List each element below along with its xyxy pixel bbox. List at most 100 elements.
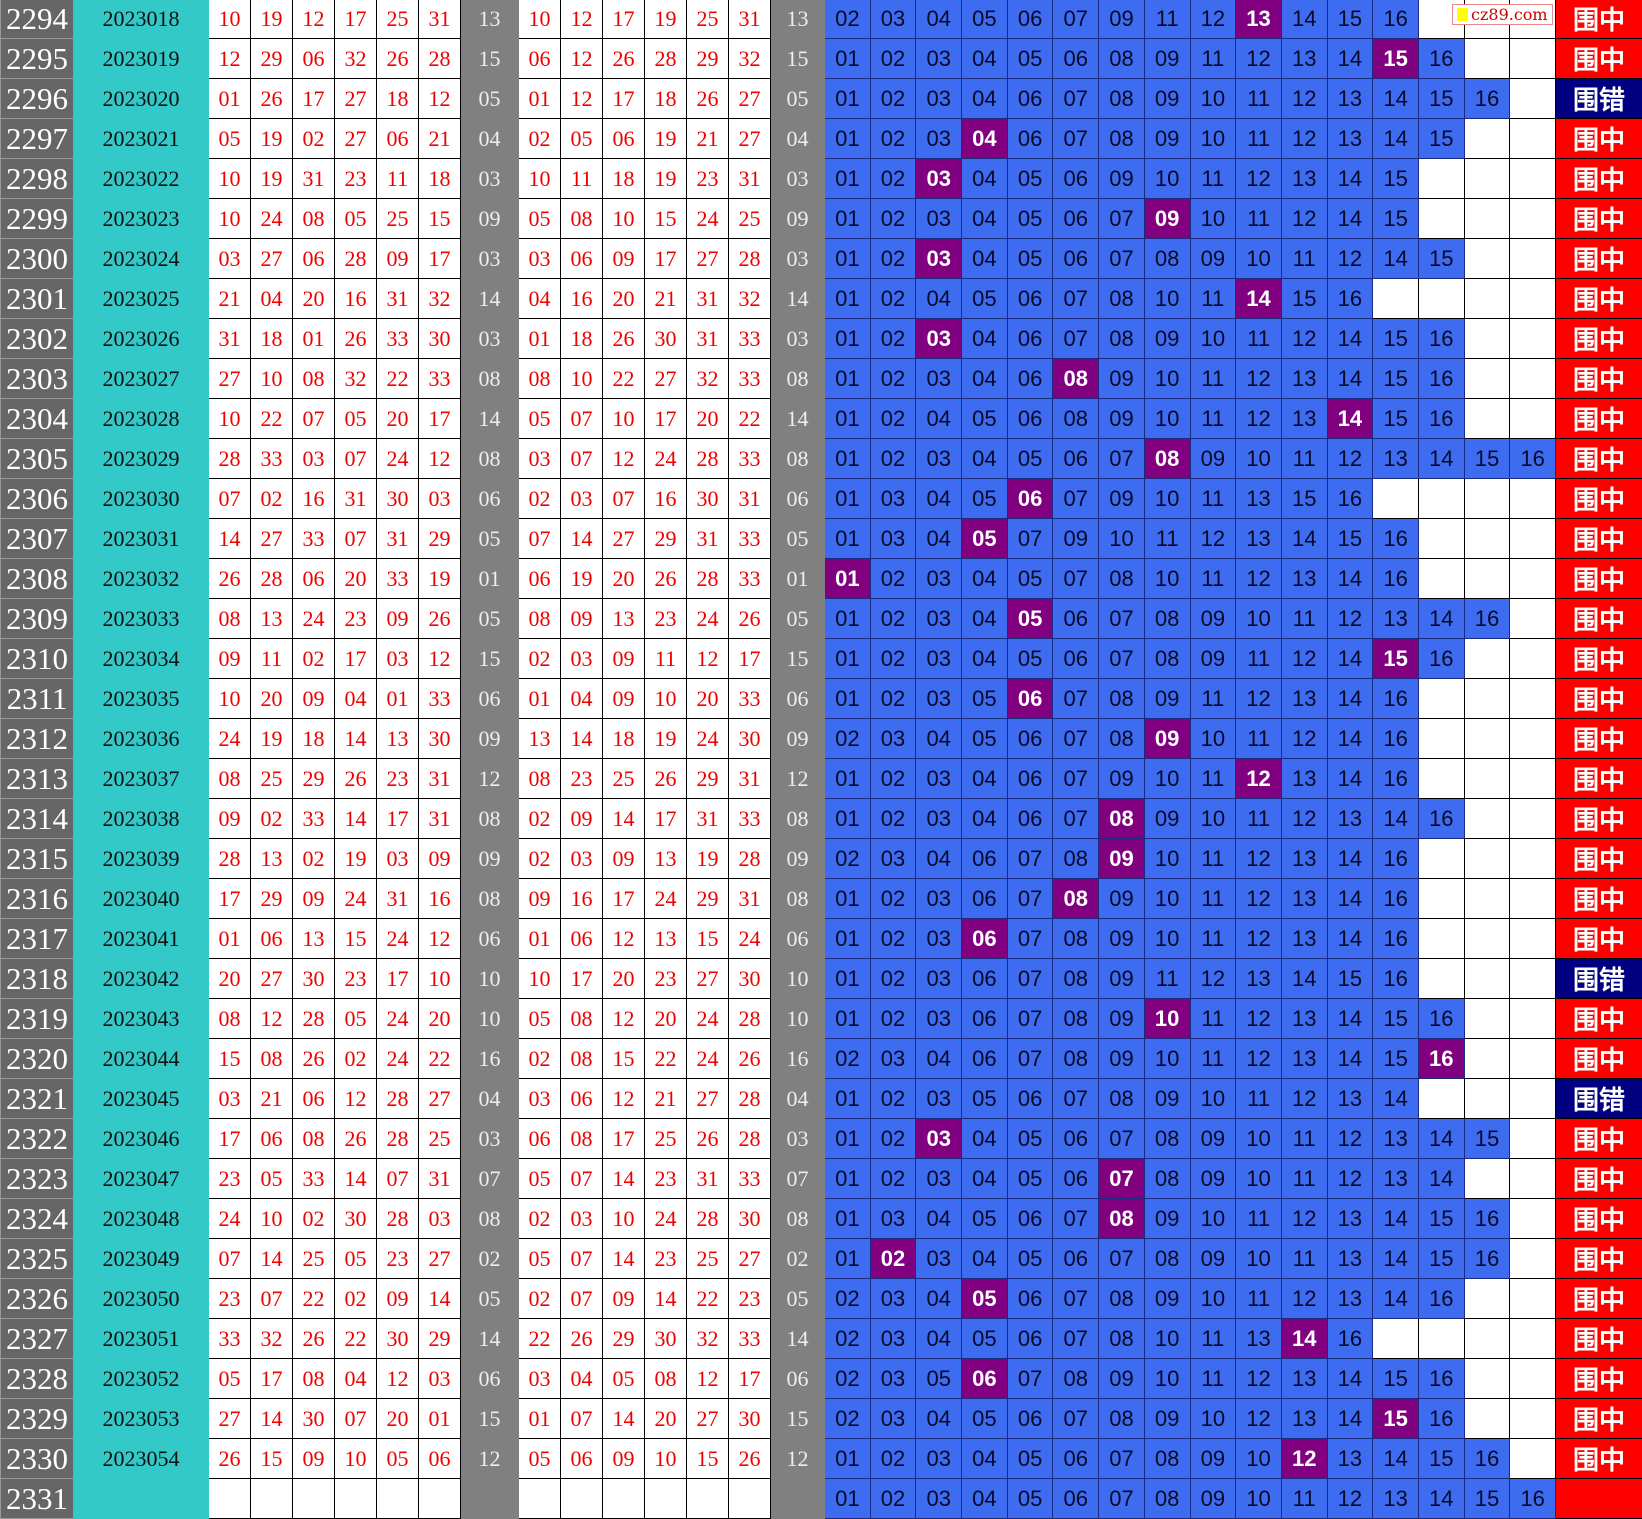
candidate-number: 03: [869, 718, 917, 759]
sorted-number: 23: [644, 598, 687, 639]
candidate-number: 08: [1143, 1438, 1191, 1479]
empty-cell: [1463, 758, 1511, 799]
candidate-number: 06: [1006, 1078, 1054, 1119]
candidate-number: 07: [1098, 238, 1145, 279]
sorted-number: 10: [560, 358, 603, 399]
candidate-number: 07: [1052, 318, 1100, 359]
sorted-number: 19: [644, 0, 687, 39]
candidate-number: 16: [1326, 278, 1374, 319]
empty-cell: [1509, 1118, 1556, 1159]
sorted-number: 17: [728, 1358, 771, 1399]
empty-cell: [1509, 358, 1556, 399]
candidate-number: 14: [1280, 958, 1328, 999]
result-badge: 围中: [1555, 318, 1642, 359]
candidate-number: 08: [1098, 318, 1145, 359]
empty-cell: [1463, 718, 1511, 759]
draw-number: 26: [334, 318, 377, 359]
candidate-number: 10: [1143, 278, 1191, 319]
candidate-number: 13: [1280, 838, 1328, 879]
sorted-number: 08: [518, 758, 561, 799]
candidate-number: 15: [1463, 1118, 1511, 1159]
table-row: 2319 2023043 08 12 28 05 24 20 10 05 08 12 20 24 28 10 0…: [0, 998, 1642, 1039]
candidate-number: 03: [915, 198, 963, 239]
empty-cell: [1463, 38, 1511, 79]
sorted-number: 20: [644, 998, 687, 1039]
candidate-number: 11: [1189, 558, 1237, 599]
sorted-number: 27: [686, 238, 729, 279]
issue-number: 2023049: [73, 1238, 209, 1279]
draw-number: 01: [208, 78, 251, 119]
sorted-number: 06: [518, 1118, 561, 1159]
candidate-number: 14: [1326, 558, 1374, 599]
candidate-number: 06: [1006, 0, 1054, 39]
candidate-number: 08: [1052, 958, 1100, 999]
sorted-number: 02: [518, 1198, 561, 1239]
row-number: 2314: [0, 798, 74, 839]
blue-ball: 05: [460, 78, 519, 119]
result-badge: 围中: [1555, 118, 1642, 159]
sorted-number: 31: [686, 278, 729, 319]
sorted-number: 12: [686, 1358, 729, 1399]
empty-cell: [1463, 838, 1511, 879]
draw-number: 05: [250, 1158, 293, 1199]
candidate-number: 12: [1326, 1158, 1374, 1199]
empty-cell: [1509, 278, 1556, 319]
draw-number: 24: [376, 438, 419, 479]
row-number: 2330: [0, 1438, 74, 1479]
row-number: 2326: [0, 1278, 74, 1319]
candidate-number: 13: [1280, 158, 1328, 199]
sorted-number: 25: [686, 1238, 729, 1279]
candidate-number: 13: [1326, 1238, 1374, 1279]
sorted-number: 09: [560, 798, 603, 839]
blue-ball: 05: [460, 518, 519, 559]
table-row: 2321 2023045 03 21 06 12 28 27 04 03 06 12 21 27 28 04 0…: [0, 1078, 1642, 1119]
sorted-number: 10: [518, 158, 561, 199]
candidate-number: 12: [1189, 518, 1237, 559]
candidate-number: 10: [1235, 598, 1282, 639]
blue-ball-repeat: 08: [770, 1198, 825, 1239]
result-badge: 围中: [1555, 518, 1642, 559]
candidate-number: 05: [961, 1078, 1008, 1119]
candidate-number: 04: [961, 358, 1008, 399]
sorted-number: 30: [728, 958, 771, 999]
row-number: 2313: [0, 758, 74, 799]
candidate-number: 07: [1098, 1478, 1145, 1519]
draw-number: 05: [334, 998, 377, 1039]
result-badge: 围中: [1555, 398, 1642, 439]
draw-number: 10: [208, 158, 251, 199]
draw-number: 30: [292, 958, 335, 999]
candidate-number: 12: [1326, 438, 1374, 479]
draw-number: 32: [334, 358, 377, 399]
draw-number: 10: [334, 1438, 377, 1479]
draw-number: 12: [376, 1358, 419, 1399]
empty-cell: [1417, 678, 1465, 719]
candidate-number: 10: [1189, 118, 1237, 159]
sorted-number: 01: [518, 318, 561, 359]
candidate-number: 10: [1189, 78, 1237, 119]
blue-ball: 14: [460, 398, 519, 439]
candidate-number: 01: [824, 958, 871, 999]
candidate-number: 04: [961, 598, 1008, 639]
draw-number: 04: [250, 278, 293, 319]
result-badge: 围中: [1555, 1038, 1642, 1079]
candidate-number: 09: [1098, 398, 1145, 439]
candidate-number: 09: [1143, 1278, 1191, 1319]
candidate-number: 13: [1326, 798, 1374, 839]
sorted-number: 09: [602, 838, 645, 879]
empty-cell: [1463, 518, 1511, 559]
sorted-number: 13: [644, 918, 687, 959]
candidate-number: 11: [1189, 38, 1237, 79]
blue-ball: 05: [460, 1278, 519, 1319]
table-row: 2300 2023024 03 27 06 28 09 17 03 03 06 09 17 27 28 03 0…: [0, 238, 1642, 279]
draw-number: 14: [250, 1398, 293, 1439]
candidate-number: 14: [1372, 238, 1419, 279]
empty-cell: [1509, 398, 1556, 439]
candidate-number: 02: [869, 318, 917, 359]
blue-ball: 01: [460, 558, 519, 599]
blue-ball-repeat: 15: [770, 38, 825, 79]
candidate-number: 16: [1372, 558, 1419, 599]
candidate-number: 04: [961, 1118, 1008, 1159]
candidate-number: 08: [1143, 238, 1191, 279]
issue-number: 2023052: [73, 1358, 209, 1399]
